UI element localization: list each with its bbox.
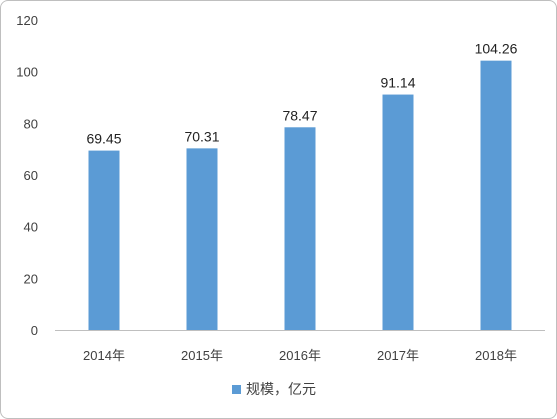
y-tick-label: 100: [16, 65, 38, 80]
y-tick-label: 60: [24, 168, 38, 183]
data-label: 91.14: [380, 75, 415, 91]
data-labels: 69.45 70.31 78.47 91.14 104.26: [86, 41, 517, 147]
bar: [480, 60, 512, 330]
x-axis-ticks: 2014年 2015年 2016年 2017年 2018年: [83, 348, 517, 363]
bar: [382, 94, 414, 331]
y-tick-label: 80: [24, 116, 38, 131]
x-tick-label: 2014年: [83, 348, 125, 363]
data-label: 78.47: [282, 107, 317, 123]
bars: [88, 60, 512, 331]
legend: 规模，亿元: [232, 382, 316, 398]
data-label: 70.31: [184, 128, 219, 144]
y-tick-label: 120: [16, 13, 38, 28]
data-label: 104.26: [475, 41, 518, 57]
bar: [186, 148, 218, 330]
legend-swatch: [232, 385, 241, 394]
data-label: 69.45: [86, 131, 121, 147]
y-tick-label: 0: [31, 323, 38, 338]
bar: [88, 150, 120, 330]
y-axis-ticks: 0 20 40 60 80 100 120: [16, 13, 38, 338]
x-tick-label: 2016年: [279, 348, 321, 363]
legend-label: 规模，亿元: [246, 382, 316, 398]
bar: [284, 127, 316, 331]
x-tick-label: 2018年: [475, 348, 517, 363]
y-tick-label: 20: [24, 271, 38, 286]
x-tick-label: 2017年: [377, 348, 419, 363]
y-tick-label: 40: [24, 220, 38, 235]
x-tick-label: 2015年: [181, 348, 223, 363]
